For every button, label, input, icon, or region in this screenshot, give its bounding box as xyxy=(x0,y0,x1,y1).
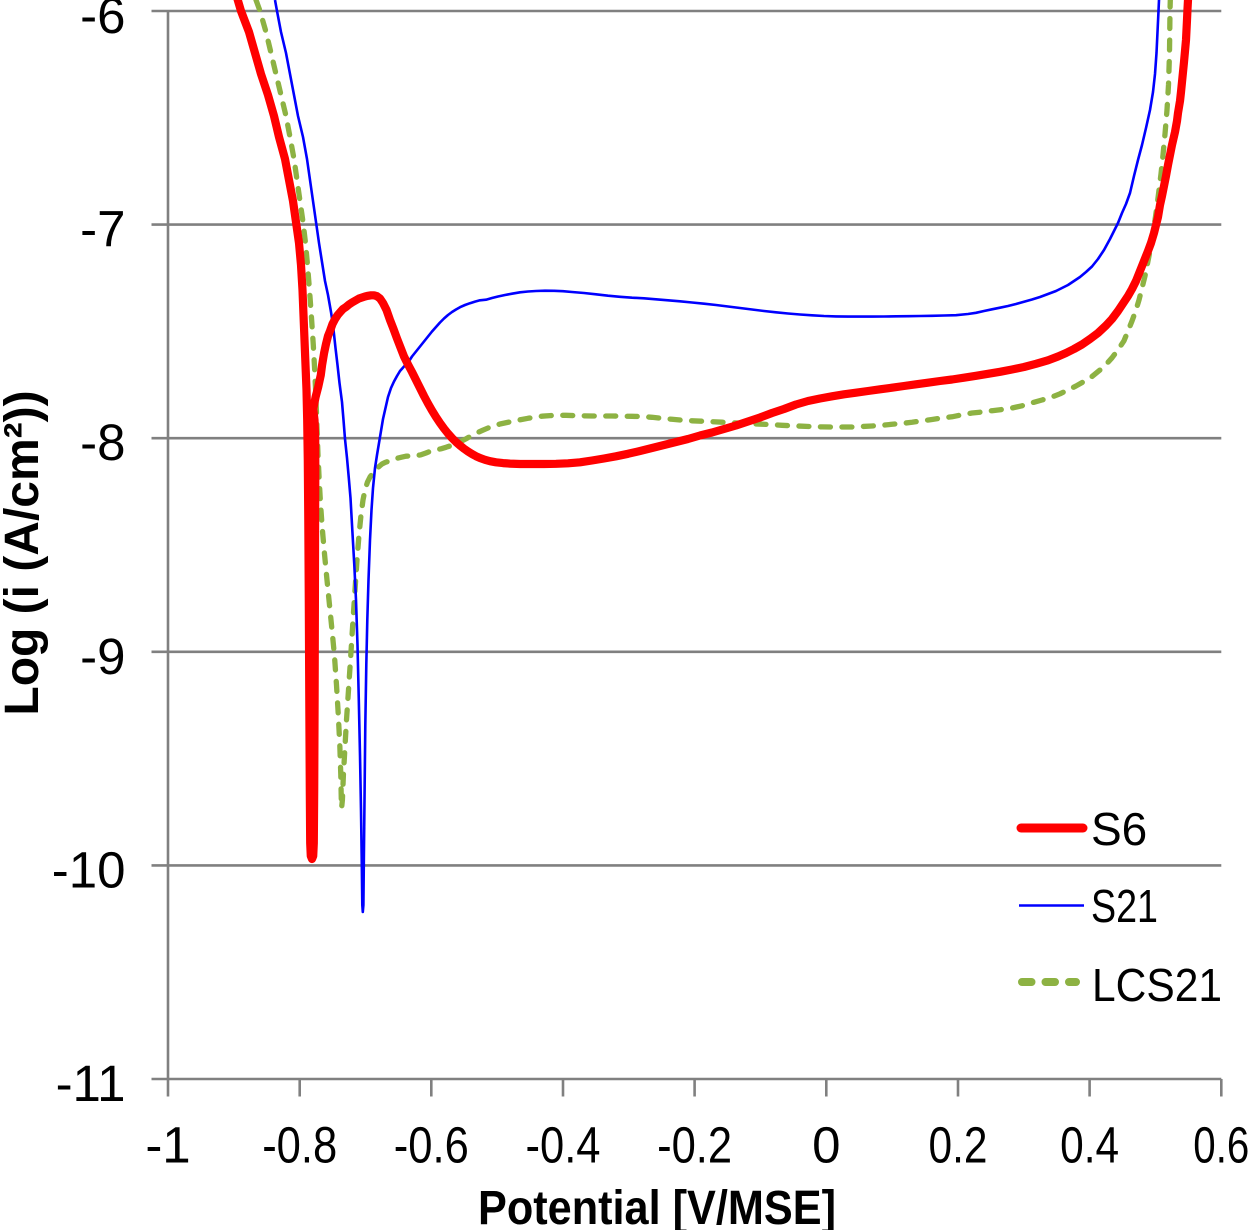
svg-text:-0.6: -0.6 xyxy=(394,1117,469,1174)
svg-text:0.6: 0.6 xyxy=(1193,1117,1249,1174)
svg-text:-7: -7 xyxy=(80,201,125,258)
svg-text:-9: -9 xyxy=(80,628,125,685)
svg-text:-0.2: -0.2 xyxy=(657,1117,732,1174)
svg-text:-1: -1 xyxy=(145,1117,190,1174)
svg-text:-10: -10 xyxy=(52,841,126,898)
svg-text:-6: -6 xyxy=(80,0,125,44)
svg-text:Potential [V/MSE]: Potential [V/MSE] xyxy=(478,1182,836,1230)
svg-text:S6: S6 xyxy=(1091,803,1147,855)
svg-text:-8: -8 xyxy=(80,414,125,471)
svg-text:0.4: 0.4 xyxy=(1060,1117,1119,1174)
svg-text:LCS21: LCS21 xyxy=(1092,959,1222,1011)
svg-text:0.2: 0.2 xyxy=(929,1117,988,1174)
svg-text:S21: S21 xyxy=(1091,880,1158,932)
svg-text:-0.8: -0.8 xyxy=(262,1117,337,1174)
svg-text:Log (i (A/cm²)): Log (i (A/cm²)) xyxy=(0,390,49,715)
svg-text:-0.4: -0.4 xyxy=(526,1117,601,1174)
svg-text:0: 0 xyxy=(812,1117,840,1174)
svg-text:-11: -11 xyxy=(56,1055,126,1112)
